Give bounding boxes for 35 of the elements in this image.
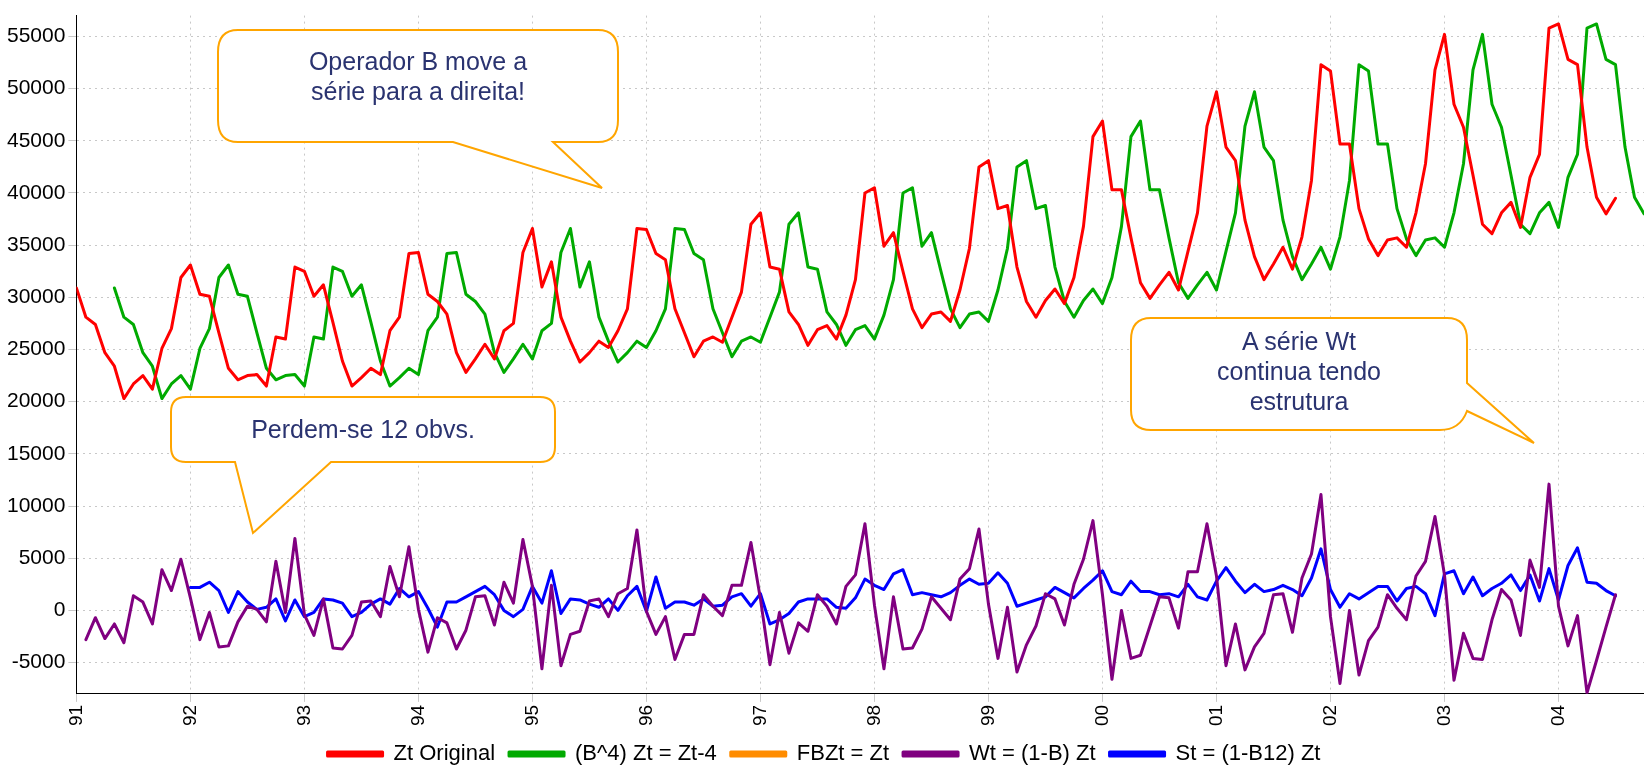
x-tick-label: 04 xyxy=(1546,704,1568,727)
x-tick-label: 95 xyxy=(520,704,542,727)
y-tick-label: 0 xyxy=(53,597,66,621)
x-tick-label: 98 xyxy=(862,704,884,727)
x-tick-label: 97 xyxy=(748,704,770,727)
x-tick-label: 02 xyxy=(1318,704,1340,727)
legend-label: Wt = (1-B) Zt xyxy=(969,740,1096,766)
x-tick-label: 94 xyxy=(406,704,428,727)
legend-label: St = (1-B12) Zt xyxy=(1175,740,1321,766)
y-tick-label: 15000 xyxy=(6,440,66,464)
y-tick-label: 45000 xyxy=(6,127,66,151)
y-tick-label: 40000 xyxy=(6,179,66,203)
x-tick-label: 96 xyxy=(634,704,656,727)
x-tick-label: 93 xyxy=(292,704,314,727)
legend-label: (B^4) Zt = Zt-4 xyxy=(575,740,717,766)
legend-label: Zt Original xyxy=(393,740,496,766)
legend-label: FBZt = Zt xyxy=(796,740,890,766)
annotation: Perdem-se 12 obvs. xyxy=(250,414,476,444)
x-tick-label: 91 xyxy=(64,704,86,727)
x-tick-label: 99 xyxy=(976,704,998,727)
y-tick-label: 55000 xyxy=(6,23,66,47)
x-tick-label: 03 xyxy=(1432,704,1454,727)
x-tick-label: 00 xyxy=(1090,704,1112,727)
annotation: A série Wt continua tendo estrutura xyxy=(1216,326,1382,416)
y-tick-label: 5000 xyxy=(18,545,66,569)
y-tick-label: 25000 xyxy=(6,336,66,360)
y-tick-label: 10000 xyxy=(6,492,66,516)
y-tick-label: 50000 xyxy=(6,75,66,99)
y-tick-label: 35000 xyxy=(6,231,66,255)
annotation: Operador B move a série para a direita! xyxy=(307,46,529,106)
y-tick-label: -5000 xyxy=(11,649,66,673)
x-tick-label: 01 xyxy=(1204,704,1226,727)
x-tick-label: 92 xyxy=(178,704,200,727)
y-tick-label: 20000 xyxy=(6,388,66,412)
y-tick-label: 30000 xyxy=(6,284,66,308)
